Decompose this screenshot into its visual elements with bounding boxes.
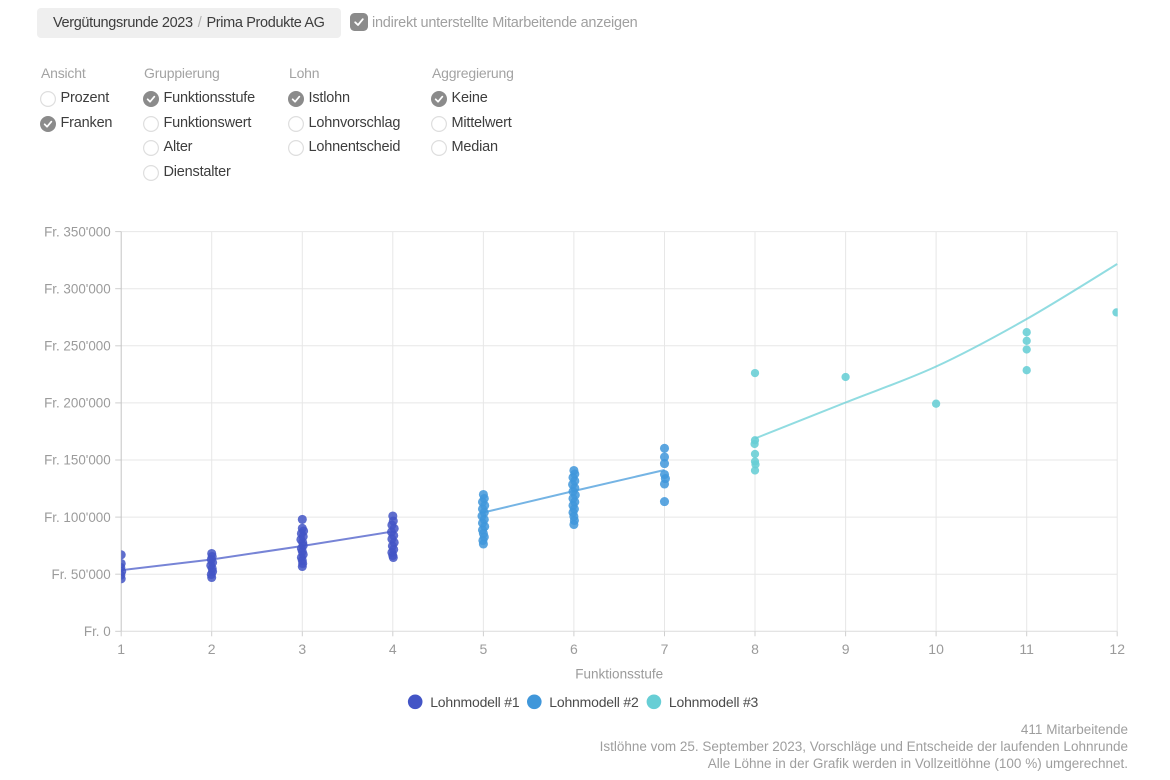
svg-text:1: 1 — [117, 641, 125, 657]
svg-text:Funktionsstufe: Funktionsstufe — [575, 667, 663, 682]
svg-text:Fr. 200'000: Fr. 200'000 — [44, 396, 111, 411]
svg-text:Lohnmodell #2: Lohnmodell #2 — [549, 694, 639, 710]
svg-text:10: 10 — [928, 641, 944, 657]
svg-text:Fr. 0: Fr. 0 — [84, 624, 111, 639]
svg-text:Fr. 250'000: Fr. 250'000 — [44, 339, 111, 354]
svg-text:3: 3 — [298, 641, 306, 657]
svg-text:Fr. 350'000: Fr. 350'000 — [44, 224, 111, 239]
svg-text:7: 7 — [661, 641, 669, 657]
svg-text:8: 8 — [751, 641, 759, 657]
svg-text:11: 11 — [1019, 641, 1034, 657]
svg-text:Fr. 100'000: Fr. 100'000 — [44, 510, 111, 525]
svg-text:12: 12 — [1109, 641, 1125, 657]
svg-text:Fr. 50'000: Fr. 50'000 — [52, 567, 111, 582]
svg-text:Lohnmodell #1: Lohnmodell #1 — [430, 694, 520, 710]
svg-text:Fr. 300'000: Fr. 300'000 — [44, 281, 111, 296]
svg-text:4: 4 — [389, 641, 397, 657]
svg-text:6: 6 — [570, 641, 578, 657]
svg-text:5: 5 — [480, 641, 488, 657]
svg-text:2: 2 — [208, 641, 216, 657]
svg-text:Fr. 150'000: Fr. 150'000 — [44, 453, 111, 468]
svg-text:9: 9 — [842, 641, 850, 657]
svg-text:Lohnmodell #3: Lohnmodell #3 — [669, 694, 759, 710]
